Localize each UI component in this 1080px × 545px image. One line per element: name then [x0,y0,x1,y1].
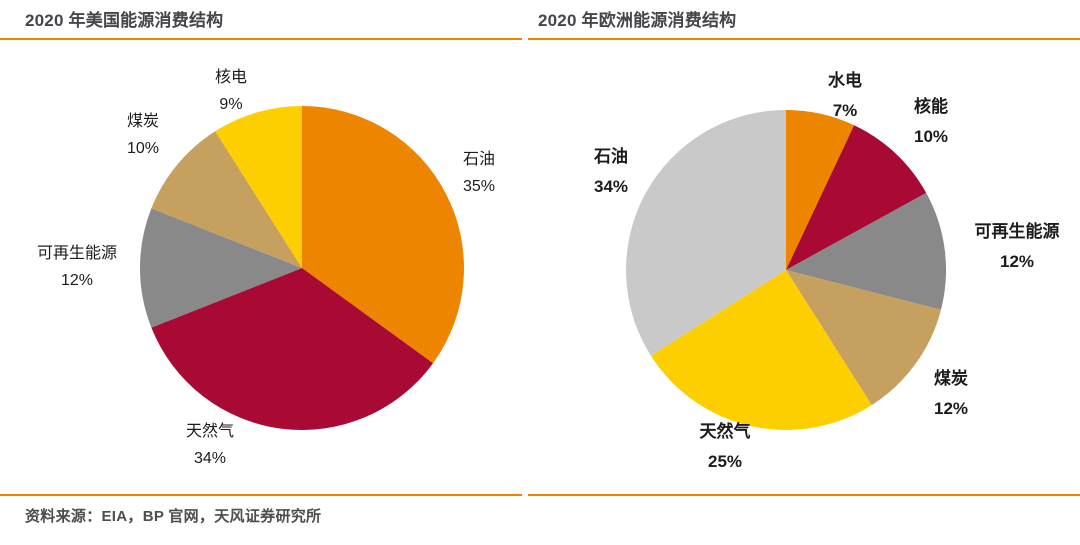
slice-label-renewables-eu-value: 12% [999,252,1035,271]
slice-label-renewables-value: 12% [60,272,94,289]
slice-label-hydro-value: 7% [832,101,858,120]
us-energy-pie-chart [140,106,464,430]
slice-label-oil-value: 35% [462,178,496,195]
slice-label-nuclear-value: 9% [219,96,243,113]
pie-slice-renewables [786,192,946,310]
pie-slice-natural-gas [151,268,434,430]
europe-bottom-rule [528,494,1080,496]
pie-slice-nuclear [215,106,302,268]
slice-label-oil-eu-name: 石油 [594,147,628,166]
europe-chart-title: 2020 年欧洲能源消费结构 [538,11,737,30]
pie-slice-coal [786,270,941,406]
pie-slice-oil [626,110,786,356]
slice-label-renewables: 可再生能源 12% [37,240,117,294]
pie-slice-nuclear [786,125,927,270]
slice-label-coal-value: 10% [126,140,160,157]
pie-slice-hydro [786,110,855,270]
slice-label-oil-name: 石油 [462,151,495,168]
europe-energy-pie-chart [626,110,946,430]
pie-slice-coal [151,131,302,268]
slice-label-renewables-name: 可再生能源 [36,245,118,262]
pie-slice-oil [302,106,464,364]
pie-slice-renewables [140,208,302,328]
slice-label-nuclear-name: 核电 [214,69,248,86]
slice-label-coal-eu-value: 12% [933,399,969,418]
us-bottom-rule [0,494,522,496]
us-title-underline [0,38,522,40]
slice-label-natural-gas-eu: 天然气 25% [700,417,751,477]
slice-label-renewables-eu: 可再生能源 12% [975,217,1060,277]
slice-label-coal-eu: 煤炭 12% [934,364,968,424]
slice-label-natural-gas-value: 34% [193,450,227,467]
pie-slice-natural-gas [650,270,872,430]
slice-label-natural-gas-name: 天然气 [185,423,235,440]
slice-label-natural-gas: 天然气 34% [186,418,234,472]
slice-label-coal-name: 煤炭 [126,113,159,130]
slice-label-nuclear-eu-name: 核能 [914,97,948,116]
slice-label-hydro: 水电 7% [828,66,862,126]
slice-label-coal: 煤炭 10% [127,108,159,162]
slice-label-oil: 石油 35% [463,146,495,200]
slice-label-coal-eu-name: 煤炭 [934,369,968,388]
slice-label-natural-gas-eu-value: 25% [707,452,743,471]
us-chart-title: 2020 年美国能源消费结构 [25,11,224,30]
slice-label-oil-eu-value: 34% [593,177,629,196]
europe-title-underline [528,38,1080,40]
slice-label-renewables-eu-name: 可再生能源 [974,222,1060,241]
slice-label-natural-gas-eu-name: 天然气 [699,422,751,441]
slice-label-nuclear: 核电 9% [215,64,247,118]
slice-label-hydro-name: 水电 [828,71,862,90]
slice-label-oil-eu: 石油 34% [594,142,628,202]
source-note: 资料来源：EIA，BP 官网，天风证券研究所 [25,508,322,525]
slice-label-nuclear-eu-value: 10% [913,127,949,146]
slice-label-nuclear-eu: 核能 10% [914,92,948,152]
